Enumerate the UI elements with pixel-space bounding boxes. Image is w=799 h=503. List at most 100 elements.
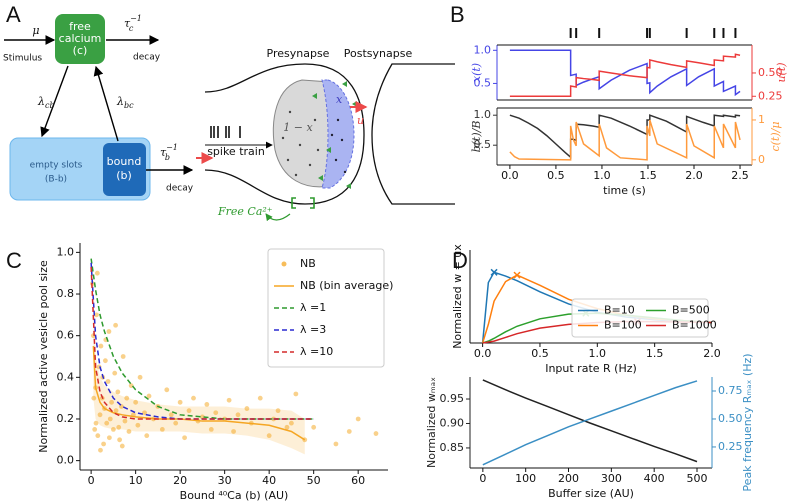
legend-label: B=500: [672, 304, 710, 317]
point: [126, 429, 132, 434]
point: [355, 416, 361, 422]
subscript: b: [165, 153, 170, 162]
y-axis-label: x(t): [470, 63, 483, 82]
point: [124, 395, 130, 401]
y2-tick-label: 0.25: [758, 89, 783, 102]
point: [144, 433, 150, 439]
shape: [281, 136, 285, 140]
point: [95, 433, 101, 439]
x-tick-label: 0: [479, 472, 486, 485]
point: [91, 395, 97, 401]
legend-label: NB (bin average): [300, 279, 393, 292]
point: [168, 412, 174, 418]
shape: [294, 173, 298, 177]
x-tick-label: 1.5: [646, 347, 664, 360]
y2-tick-label: 0.25: [718, 440, 743, 453]
shape: [336, 118, 340, 122]
ion-label: Free Ca²⁺: [217, 205, 273, 218]
shape: [342, 81, 347, 87]
line: [509, 114, 741, 159]
x-tick-label: 0.0: [501, 169, 519, 182]
y-axis-label: Normalized w = ux: [451, 244, 464, 349]
legend-label: λ =10: [300, 345, 333, 358]
y-tick-label: 0.6: [57, 329, 75, 342]
arrow: [93, 65, 119, 142]
superscript: −1: [130, 14, 142, 23]
point: [177, 399, 183, 405]
point: [107, 416, 113, 422]
pool-label: x: [336, 93, 343, 106]
y2-tick-label: 0.50: [758, 66, 783, 79]
point: [289, 420, 294, 426]
point: [113, 322, 119, 328]
release-label: u: [357, 114, 364, 127]
point: [92, 426, 98, 432]
x-tick-label: 2.0: [703, 347, 721, 360]
rate-label: τ−1 b: [160, 143, 178, 162]
box-label: bound: [107, 155, 142, 168]
x-tick-label: 0.5: [547, 169, 565, 182]
y-tick-label: 0.5: [474, 138, 492, 151]
box-label: empty slots: [30, 161, 83, 171]
point: [133, 399, 139, 405]
pool-label: 1 − x: [283, 121, 313, 134]
point: [204, 401, 210, 407]
y2-axis-label: u(t): [775, 62, 788, 82]
x-tick-label: 1.5: [639, 169, 657, 182]
point: [213, 410, 219, 416]
point: [106, 329, 112, 334]
vesicles: [281, 110, 347, 177]
panel-label: A: [6, 2, 21, 27]
y-tick-label: 0.95: [440, 392, 465, 405]
legend-label: B=100: [604, 319, 642, 332]
rate-label: λcb: [37, 95, 55, 110]
point: [244, 406, 250, 411]
point: [104, 420, 110, 426]
legend-marker: [281, 261, 287, 267]
point: [98, 343, 104, 349]
x-tick-label: 30: [218, 474, 232, 487]
symbol: τ: [160, 146, 167, 159]
symbol: λ: [116, 95, 124, 108]
y-tick-label: 0.90: [440, 416, 465, 429]
x-tick-label: 60: [351, 474, 365, 487]
panel-label: C: [6, 248, 22, 273]
symbol: λ: [37, 95, 45, 108]
y2-axis-label: Peak frequency Rₘₐₓ (Hz): [741, 353, 754, 491]
point: [164, 387, 170, 393]
x-tick-label: 1.0: [589, 347, 607, 360]
legend-box: [571, 298, 709, 338]
panel-label: D: [452, 248, 468, 273]
x-tick-label: 2.0: [685, 169, 703, 182]
y-tick-label: 0.5: [474, 76, 492, 89]
point: [101, 441, 106, 447]
point: [333, 441, 339, 447]
point: [94, 312, 99, 318]
shape: [326, 147, 331, 153]
y-axis-label: Normalized wₘₐₓ: [425, 377, 438, 468]
point: [106, 435, 112, 441]
point: [113, 408, 119, 414]
x-tick-label: 10: [129, 474, 143, 487]
point: [182, 435, 187, 441]
x-tick-label: 1.0: [593, 169, 611, 182]
rate-label: λbc: [116, 95, 134, 110]
point: [119, 443, 125, 449]
line: [90, 258, 314, 420]
calcium-channel: [291, 197, 315, 209]
x-axis-label: time (s): [603, 184, 646, 197]
line: [509, 49, 741, 97]
x-tick-label: 300: [601, 472, 622, 485]
y2-axis-label: c(t)/μ: [769, 121, 782, 151]
shape: [343, 170, 347, 174]
y-tick-label: 1.0: [474, 43, 492, 56]
point: [105, 379, 111, 384]
buffer-model: free calcium (c) μ Stimulus τ−1 c decay b…: [3, 14, 194, 201]
y2-tick-label: 0.75: [718, 384, 743, 397]
y-tick-label: 0.8: [57, 287, 75, 300]
subscript: cb: [45, 101, 55, 110]
legend-label: NB: [300, 257, 316, 270]
legend-label: λ =1: [300, 301, 326, 314]
